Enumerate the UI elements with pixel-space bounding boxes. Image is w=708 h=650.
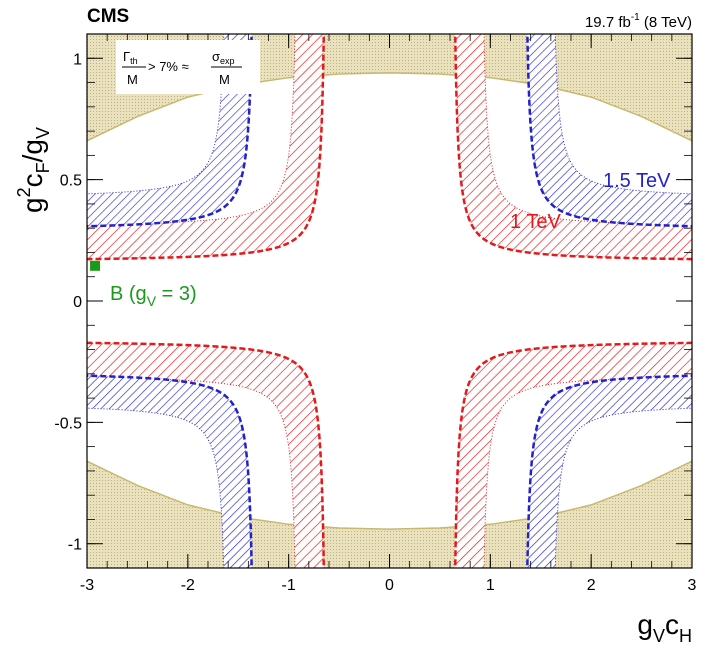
point-b-sub: V bbox=[147, 293, 157, 309]
band-1-tev-band-q4 bbox=[87, 342, 324, 568]
y-tick-label-3: 0.5 bbox=[60, 173, 82, 190]
box-middle: > 7% ≈ bbox=[148, 59, 189, 74]
label-1-tev: 1 TeV bbox=[510, 211, 561, 233]
band-1-5-tev-band-q4 bbox=[87, 375, 252, 568]
x-axis-title: gVcH bbox=[637, 609, 692, 646]
band-1-5-tev-outer-edge-q4 bbox=[87, 407, 225, 568]
band-1-5-tev-inner-edge-q3 bbox=[526, 374, 692, 568]
x-tick-label-0: -3 bbox=[80, 577, 94, 594]
lumi-prefix: 19.7 fb bbox=[585, 14, 631, 31]
x-tick-label-2: -1 bbox=[282, 577, 296, 594]
band-1-5-tev-inner-edge-q2 bbox=[87, 34, 253, 228]
y-tick-label-1: -0.5 bbox=[54, 415, 82, 432]
resonance-bands bbox=[87, 34, 692, 568]
band-1-5-tev-band-q1 bbox=[527, 34, 692, 227]
band-1-tev-inner-edge-q4 bbox=[87, 341, 326, 568]
excluded-boundary-bottom bbox=[87, 460, 692, 530]
band-1-tev-band-q2 bbox=[87, 34, 324, 260]
y-tick-label-0: -1 bbox=[68, 537, 82, 554]
box-sigma-sub: exp bbox=[220, 56, 235, 66]
excluded-boundary-top bbox=[87, 72, 692, 142]
box-gamma: Γth bbox=[123, 49, 138, 66]
x-tick-label-5: 2 bbox=[587, 577, 596, 594]
point-b-suffix: = 3) bbox=[156, 283, 197, 305]
x-tick-label-3: 0 bbox=[385, 577, 394, 594]
label-1-5-tev: 1.5 TeV bbox=[603, 170, 671, 192]
experiment-label: CMS bbox=[87, 6, 129, 27]
width-definition-box: Γth M > 7% ≈ σexp M bbox=[116, 40, 260, 94]
band-1-5-tev-band-q2 bbox=[87, 34, 252, 227]
band-1-5-tev-band-q3 bbox=[527, 375, 692, 568]
band-1-tev-inner-edge-q3 bbox=[453, 341, 692, 568]
box-sigma: σexp bbox=[212, 49, 235, 66]
band-1-5-tev-inner-edge-q1 bbox=[526, 34, 692, 228]
y-axis-title: g2cF/gV bbox=[14, 127, 53, 213]
benchmark-point-0 bbox=[90, 260, 101, 271]
box-denom-left: M bbox=[127, 72, 138, 87]
luminosity-label: 19.7 fb-1 (8 TeV) bbox=[585, 12, 692, 31]
axis-ticks: -3 -2 -1 0 1 2 3 -1 -0.5 0 0.5 1 bbox=[54, 33, 697, 594]
y-tick-label-4: 1 bbox=[73, 51, 82, 68]
box-denom-right: M bbox=[219, 72, 230, 87]
band-1-tev-band-q3 bbox=[455, 342, 692, 568]
box-gamma-sub: th bbox=[130, 56, 138, 66]
band-1-5-tev-outer-edge-q2 bbox=[87, 34, 225, 195]
lumi-suffix: (8 TeV) bbox=[640, 14, 692, 31]
band-1-tev-band-q1 bbox=[455, 34, 692, 260]
band-1-5-tev-outer-edge-q3 bbox=[554, 407, 692, 568]
x-tick-label-4: 1 bbox=[486, 577, 495, 594]
band-1-5-tev-outer-edge-q1 bbox=[554, 34, 692, 195]
plot-area bbox=[87, 34, 692, 568]
y-tick-label-2: 0 bbox=[73, 294, 82, 311]
label-point-b: B (gV = 3) bbox=[110, 283, 197, 309]
lumi-sup: -1 bbox=[631, 12, 640, 23]
benchmark-points bbox=[90, 260, 101, 271]
x-tick-label-1: -2 bbox=[181, 577, 195, 594]
x-tick-label-6: 3 bbox=[688, 577, 697, 594]
band-1-tev-inner-edge-q2 bbox=[87, 34, 326, 261]
band-1-tev-inner-edge-q1 bbox=[453, 34, 692, 261]
band-1-5-tev-inner-edge-q4 bbox=[87, 374, 253, 568]
